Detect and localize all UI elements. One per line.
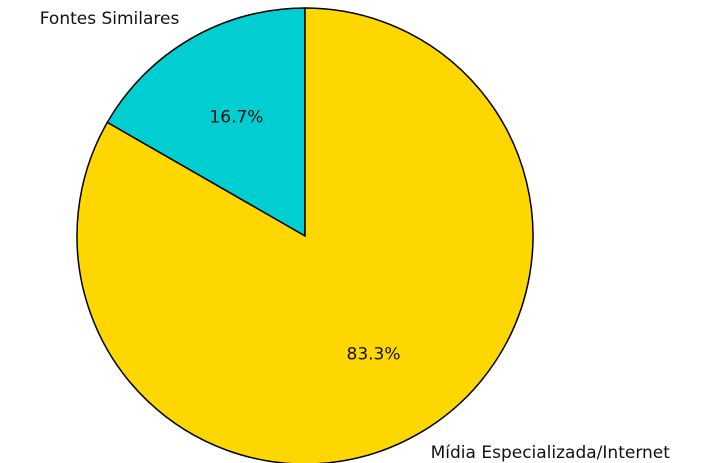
slice-value-label: 16.7% (209, 108, 263, 128)
slice-category-label: Mídia Especializada/Internet (431, 443, 671, 463)
slice-category-label: Fontes Similares (40, 9, 180, 29)
pie-slice (106, 7, 306, 238)
pie-slice (76, 7, 534, 463)
slice-value-label: 83.3% (347, 344, 401, 364)
